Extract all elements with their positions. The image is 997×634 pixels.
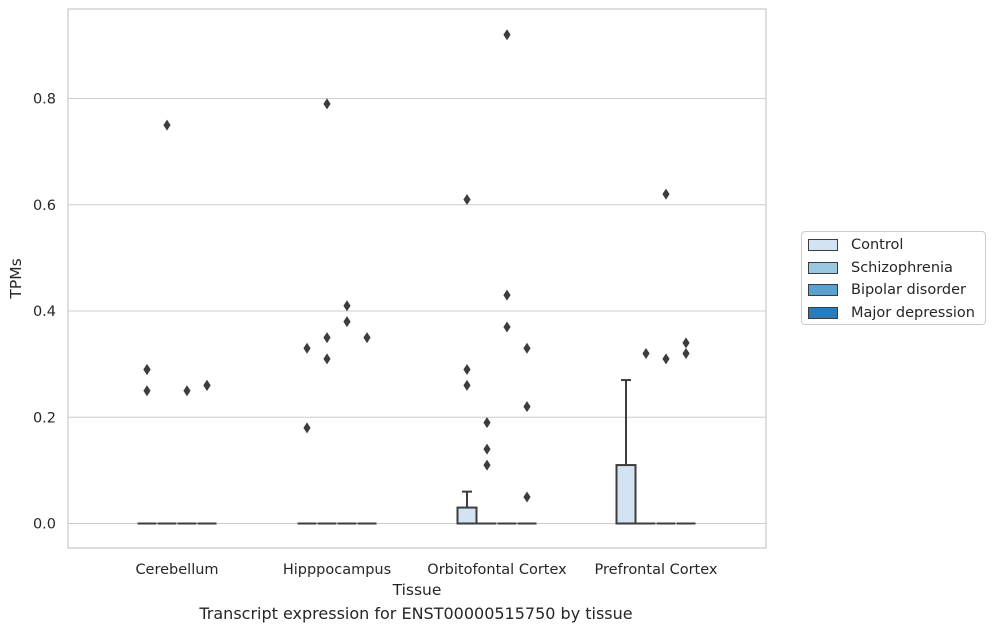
legend-swatch-major-depression <box>808 307 838 319</box>
y-tick-label-0: 0.0 <box>33 517 56 533</box>
box-0-3-body <box>615 464 637 525</box>
box-1-2-outlier-2 <box>483 459 491 471</box>
chart-caption: Transcript expression for ENST0000051575… <box>199 604 633 623</box>
y-tick-label-4: 0.8 <box>33 92 56 108</box>
box-3-2-outlier-1 <box>523 401 531 413</box>
series-major-depression <box>197 332 696 525</box>
box-3-1-outlier-0 <box>363 332 371 344</box>
legend-label-bipolar-disorder: Bipolar disorder <box>851 282 966 298</box>
series-control <box>137 193 637 525</box>
x-axis-label: Tissue <box>392 581 442 599</box>
legend-item-bipolar-disorder: Bipolar disorder <box>808 280 966 300</box>
box-2-2-outlier-2 <box>503 321 511 333</box>
legend-label-schizophrenia: Schizophrenia <box>851 260 953 276</box>
legend-item-control: Control <box>808 235 903 255</box>
box-1-3-outlier-0 <box>642 348 650 359</box>
box-1-2-outlier-1 <box>483 443 491 455</box>
box-0-0-outlier-2 <box>143 385 151 397</box>
box-2-2-outlier-1 <box>503 289 511 301</box>
box-2-3-outlier-1 <box>662 353 670 365</box>
box-1-1-outlier-0 <box>323 98 331 110</box>
box-1-1-outlier-1 <box>323 332 331 344</box>
legend-label-control: Control <box>851 237 904 253</box>
box-0-2-outlier-1 <box>463 363 471 375</box>
box-0-1-outlier-1 <box>303 422 311 434</box>
box-3-3-outlier-1 <box>682 348 690 359</box>
legend-item-schizophrenia: Schizophrenia <box>808 258 953 278</box>
y-axis-label: TPMs <box>7 258 25 299</box>
y-gridlines <box>68 97 766 525</box>
box-2-0-outlier-0 <box>183 385 191 397</box>
box-3-2-outlier-0 <box>523 342 531 354</box>
legend-swatch-bipolar-disorder <box>808 284 838 296</box>
y-tick-label-2: 0.4 <box>33 304 56 320</box>
y-tick-label-3: 0.6 <box>33 198 56 214</box>
box-0-1-outlier-0 <box>303 342 311 354</box>
y-tick-label-1: 0.2 <box>33 410 56 426</box>
box-2-1-outlier-1 <box>343 316 351 328</box>
box-3-0-outlier-1 <box>203 379 211 391</box>
box-0-2-outlier-2 <box>463 379 471 391</box>
x-tick-label-0: Cerebellum <box>135 562 218 578</box>
legend-swatch-schizophrenia <box>808 262 838 274</box>
box-3-2-outlier-2 <box>523 491 531 503</box>
box-0-2-body <box>456 506 478 525</box>
series-bipolar-disorder <box>177 29 676 525</box>
box-2-3-outlier-0 <box>662 188 670 200</box>
x-tick-label-2: Orbitofontal Cortex <box>427 562 567 578</box>
plot-frame <box>67 8 767 549</box>
box-1-1-outlier-2 <box>323 353 331 365</box>
box-1-2-outlier-0 <box>483 417 491 429</box>
box-0-2-outlier-0 <box>463 193 471 205</box>
box-2-2-outlier-0 <box>503 29 511 41</box>
x-tick-label-1: Hipppocampus <box>283 562 391 578</box>
legend-item-major-depression: Major depression <box>808 303 975 323</box>
box-1-0-outlier-0 <box>163 119 171 131</box>
x-tick-label-3: Prefrontal Cortex <box>595 562 718 578</box>
box-2-1-outlier-0 <box>343 300 351 312</box>
legend-swatch-control <box>808 239 838 251</box>
legend-label-major-depression: Major depression <box>851 305 975 321</box>
box-3-3-outlier-0 <box>682 337 690 349</box>
box-0-0-outlier-1 <box>143 363 151 375</box>
series-schizophrenia <box>157 98 656 525</box>
legend: Control Schizophrenia Bipolar disorder M… <box>801 231 986 325</box>
